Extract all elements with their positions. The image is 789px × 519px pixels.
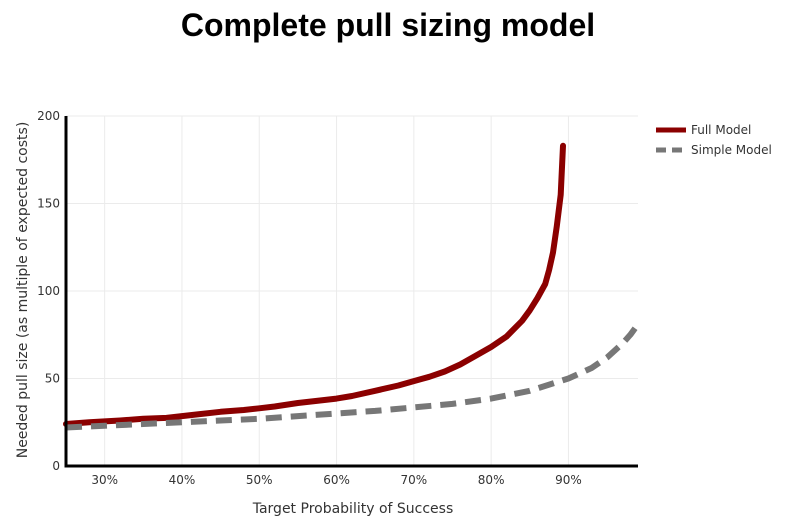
chart-title: Complete pull sizing model [181,7,595,43]
y-tick-label: 150 [37,197,60,211]
x-tick-label: 40% [169,473,196,487]
y-axis-label: Needed pull size (as multiple of expecte… [15,122,31,459]
ticks: 30% 40% 50% 60% 70% 80% 90% 0 50 100 150 200 [37,109,582,487]
legend-label: Full Model [691,123,751,137]
series-line-simple-model[interactable] [65,322,641,431]
x-axis-label: Target Probability of Success [252,501,454,517]
legend-label: Simple Model [691,143,772,157]
y-tick-label: 0 [52,459,60,473]
x-tick-label: 70% [401,473,428,487]
legend[interactable]: Full Model Simple Model [656,123,772,157]
x-tick-label: 30% [91,473,118,487]
x-tick-label: 50% [246,473,273,487]
x-tick-label: 80% [478,473,505,487]
x-tick-label: 90% [555,473,582,487]
x-tick-label: 60% [323,473,350,487]
y-tick-label: 200 [37,109,60,123]
series-line-full-model[interactable] [63,142,566,427]
series-layer [63,142,641,431]
y-tick-label: 100 [37,284,60,298]
y-tick-label: 50 [45,372,60,386]
axes [64,116,638,468]
legend-item[interactable]: Simple Model [656,143,772,157]
legend-item[interactable]: Full Model [656,123,751,137]
